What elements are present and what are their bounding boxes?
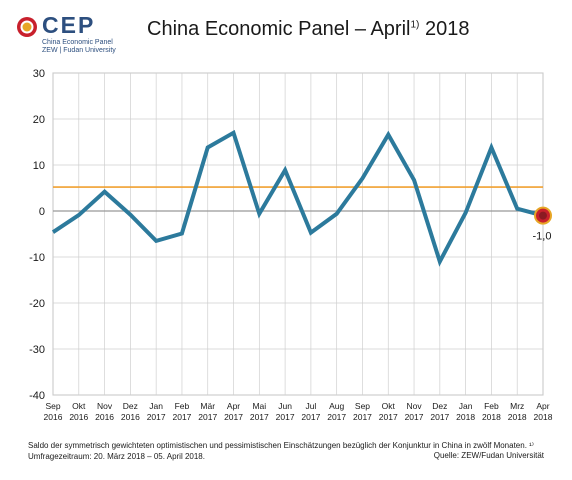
logo-subtitle-1: China Economic Panel (42, 39, 113, 46)
x-tick-month: Jan (149, 401, 163, 411)
chart-title-year: 2018 (419, 18, 470, 40)
x-tick-year: 2017 (198, 412, 217, 422)
x-tick-month: Jan (459, 401, 473, 411)
x-tick-year: 2018 (508, 412, 527, 422)
x-tick-year: 2016 (95, 412, 114, 422)
series-line (51, 129, 544, 267)
x-tick-month: Dez (123, 401, 138, 411)
cep-logo: CEP China Economic Panel ZEW | Fudan Uni… (8, 10, 138, 54)
y-tick-label: -30 (29, 344, 45, 356)
x-tick-month: Aug (329, 401, 344, 411)
reference-lines (53, 186, 543, 212)
source-note: Quelle: ZEW/Fudan Universität (433, 451, 544, 460)
x-tick-month: Okt (382, 401, 396, 411)
x-tick-year: 2017 (327, 412, 346, 422)
x-tick-month: Apr (536, 401, 549, 411)
x-tick-year: 2017 (430, 412, 449, 422)
y-tick-label: -10 (29, 252, 45, 264)
x-tick-month: Feb (484, 401, 499, 411)
x-tick-year: 2018 (534, 412, 553, 422)
y-tick-label: 30 (33, 68, 45, 80)
x-tick-month: Jul (305, 401, 316, 411)
x-tick-year: 2016 (69, 412, 88, 422)
latest-value-marker-center (539, 211, 547, 220)
x-gridlines (52, 73, 544, 395)
x-tick-month: Dez (432, 401, 447, 411)
annotation-layer: -1,0 (533, 206, 552, 243)
y-tick-label: 10 (33, 160, 45, 172)
x-tick-year: 2017 (276, 412, 295, 422)
x-tick-year: 2017 (224, 412, 243, 422)
chart-title-main: China Economic Panel – April (147, 18, 411, 40)
footnote: Saldo der symmetrisch gewichteten optimi… (28, 441, 534, 461)
x-tick-year: 2018 (482, 412, 501, 422)
chart-title-footnote-mark: 1) (410, 19, 420, 31)
y-tick-label: 0 (39, 206, 45, 218)
x-tick-month: Mär (200, 401, 215, 411)
x-tick-month: Nov (97, 401, 113, 411)
x-tick-year: 2017 (353, 412, 372, 422)
x-tick-year: 2017 (147, 412, 166, 422)
x-tick-month: Mrz (510, 401, 524, 411)
x-tick-month: Sep (45, 401, 60, 411)
plot-area (52, 72, 544, 396)
logo-wordmark: CEP (42, 12, 96, 38)
x-tick-month: Mai (252, 401, 266, 411)
x-tick-year: 2016 (121, 412, 140, 422)
x-tick-month: Feb (175, 401, 190, 411)
x-tick-year: 2017 (172, 412, 191, 422)
x-tick-year: 2017 (301, 412, 320, 422)
x-tick-month: Nov (406, 401, 422, 411)
y-gridlines (53, 72, 543, 396)
x-tick-year: 2017 (379, 412, 398, 422)
y-tick-label: -20 (29, 298, 45, 310)
data-label: -1,0 (533, 231, 552, 243)
x-tick-month: Okt (72, 401, 86, 411)
logo-subtitle-2: ZEW | Fudan University (42, 47, 116, 54)
x-tick-year: 2016 (44, 412, 63, 422)
y-tick-label: 20 (33, 114, 45, 126)
x-tick-labels: Sep2016Okt2016Nov2016Dez2016Jan2017Feb20… (44, 401, 553, 422)
cep-logo-icon (17, 17, 37, 37)
x-tick-year: 2018 (456, 412, 475, 422)
y-tick-label: -40 (29, 390, 45, 402)
x-tick-year: 2017 (405, 412, 424, 422)
x-tick-year: 2017 (250, 412, 269, 422)
x-tick-month: Apr (227, 401, 240, 411)
y-tick-labels: 30 20 10 0 -10 -20 -30 -40 (29, 68, 45, 402)
x-tick-month: Jun (278, 401, 292, 411)
x-tick-month: Sep (355, 401, 370, 411)
series-layer (51, 129, 544, 267)
chart-title: China Economic Panel – April1) 2018 (147, 18, 469, 41)
